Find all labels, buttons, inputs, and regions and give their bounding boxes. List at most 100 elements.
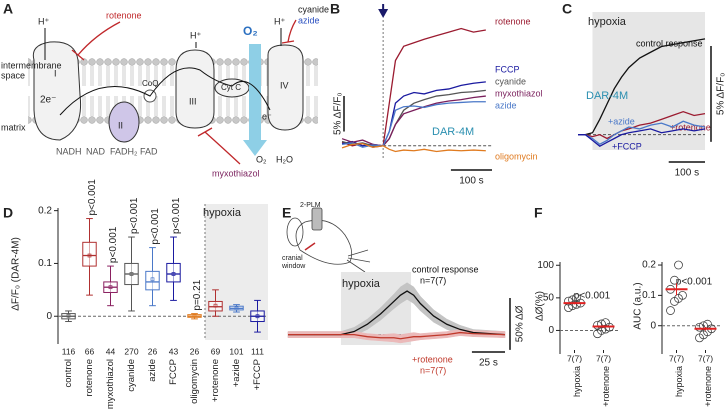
electron-path xyxy=(59,67,271,116)
whiskers xyxy=(346,249,371,273)
p-value: p<0.001 xyxy=(108,226,119,263)
n-label: 26 xyxy=(148,346,158,356)
y-tick-label: 0.1 xyxy=(38,258,52,269)
y-tick-label: 0 xyxy=(548,325,554,336)
label: cranial xyxy=(282,255,303,262)
label: O₂ xyxy=(256,154,267,164)
y-axis-label: ΔF/F₀ (DAR-4M) xyxy=(11,237,22,311)
label: space xyxy=(1,70,25,80)
window-pointer xyxy=(304,242,316,251)
series-label: control response xyxy=(412,264,479,274)
y-axis-label: AUC (a.u.) xyxy=(633,282,644,329)
trace xyxy=(288,331,506,340)
annotation: n=7(7) xyxy=(420,365,446,375)
complex-i xyxy=(32,41,82,141)
region-label: hypoxia xyxy=(342,278,381,290)
panel-label: F xyxy=(534,205,543,221)
label: NAD xyxy=(86,146,106,156)
series-label: +azide xyxy=(608,116,635,126)
trace xyxy=(578,38,706,136)
series-label: cyanide xyxy=(495,76,526,86)
p-value: p<0.001 xyxy=(574,291,611,302)
x-tick-label: oligomycin xyxy=(189,359,200,404)
mouse-illustration xyxy=(286,207,371,273)
data-point xyxy=(678,290,687,300)
p-value: p<0.001 xyxy=(87,179,98,216)
region-label: hypoxia xyxy=(203,207,242,219)
panel-label: E xyxy=(282,205,291,221)
data-point xyxy=(597,319,606,329)
scale-bar-y-label: 5% ΔF/F₀ xyxy=(716,73,726,116)
label: H⁺ xyxy=(274,16,285,26)
y-tick-label: 50 xyxy=(543,292,555,303)
microscope xyxy=(311,207,323,231)
x-tick-label: cyanide xyxy=(126,359,137,392)
x-tick-label: +rotenone xyxy=(601,366,611,407)
cyanide-block xyxy=(281,19,297,44)
myxothiazol-block xyxy=(197,127,241,165)
x-tick-label: myxothiazol xyxy=(105,359,116,409)
mouse-head xyxy=(295,219,353,265)
panel-labels: A B C D E F xyxy=(3,1,572,221)
mean-marker xyxy=(129,272,134,276)
trace xyxy=(578,110,706,140)
diagram-labels: intermembrane space matrix rotenone H⁺ I… xyxy=(1,4,329,269)
label: rotenone xyxy=(106,10,142,20)
p-value: p<0.001 xyxy=(171,197,182,234)
mean-marker xyxy=(255,314,260,319)
panel-label: D xyxy=(3,205,13,221)
annotation: DAR-4M xyxy=(586,90,628,102)
y-axis-label: ΔØ(%) xyxy=(535,291,546,321)
y-tick-label: 0.2 xyxy=(38,205,52,216)
n-label: 43 xyxy=(169,346,179,356)
annotation: DAR-4M xyxy=(432,126,474,138)
y-tick-label: 0 xyxy=(650,320,656,331)
mean-marker xyxy=(87,253,92,258)
series-label: +rotenone xyxy=(412,354,453,364)
scale-bar-y-label: 50% ΔØ xyxy=(515,305,526,342)
mean-marker xyxy=(150,277,155,282)
mouse-ear xyxy=(286,217,304,247)
x-tick-label: rotenone xyxy=(84,359,95,397)
label: NADH xyxy=(56,146,82,156)
scale-bar-x-label: 25 s xyxy=(479,358,498,369)
series-label: rotenone xyxy=(495,16,531,26)
o2-arrow xyxy=(243,44,267,156)
label: intermembrane xyxy=(1,60,62,70)
data-point xyxy=(593,320,602,330)
n-label: 116 xyxy=(62,346,76,356)
mean-marker xyxy=(234,306,239,311)
mean-marker xyxy=(171,272,176,276)
n-label: 7(7) xyxy=(669,353,684,363)
n-label: 66 xyxy=(85,346,95,356)
n-label: 270 xyxy=(124,346,138,356)
p-value: p<0.001 xyxy=(150,208,161,245)
y-tick-label: 100 xyxy=(537,260,554,271)
x-tick-label: +azide xyxy=(231,359,242,387)
proton-arrows xyxy=(44,28,282,60)
label: III xyxy=(189,96,197,106)
panel-label: B xyxy=(330,1,340,17)
x-tick-label: +rotenone xyxy=(210,359,221,402)
label: matrix xyxy=(1,122,26,132)
x-tick-label: hypoxia xyxy=(572,366,582,397)
x-tick-label: +FCCP xyxy=(252,359,263,390)
y-tick-label: 0.1 xyxy=(642,290,656,301)
label: myxothiazol xyxy=(212,168,260,178)
label: H⁺ xyxy=(38,16,49,26)
data-point xyxy=(695,322,704,332)
data-point xyxy=(670,275,679,285)
y-tick-label: 0 xyxy=(46,311,52,322)
scale-bar-x-label: 100 s xyxy=(675,168,699,179)
n-label: 44 xyxy=(106,346,116,356)
mean-marker xyxy=(192,313,197,318)
n-label: 7(7) xyxy=(698,353,713,363)
trace xyxy=(341,101,486,148)
label: H⁺ xyxy=(190,30,201,40)
label: cyanide xyxy=(298,4,329,14)
trace xyxy=(288,290,506,336)
series-label: +FCCP xyxy=(612,141,642,151)
n-label: 101 xyxy=(229,346,243,356)
x-tick-label: control xyxy=(63,359,74,388)
